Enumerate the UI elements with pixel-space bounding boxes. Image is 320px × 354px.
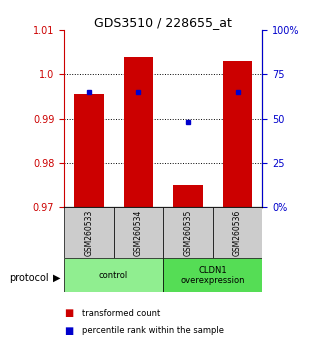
Bar — [223, 61, 252, 207]
Bar — [124, 57, 153, 207]
Text: ■: ■ — [64, 308, 73, 318]
Title: GDS3510 / 228655_at: GDS3510 / 228655_at — [94, 16, 232, 29]
Text: GSM260535: GSM260535 — [183, 210, 193, 256]
Bar — [163, 258, 262, 292]
Bar — [213, 207, 262, 258]
Text: CLDN1
overexpression: CLDN1 overexpression — [180, 266, 245, 285]
Bar — [64, 207, 114, 258]
Text: GSM260533: GSM260533 — [84, 210, 93, 256]
Bar — [64, 258, 163, 292]
Bar — [163, 207, 213, 258]
Text: percentile rank within the sample: percentile rank within the sample — [82, 326, 224, 336]
Text: ▶: ▶ — [53, 273, 60, 283]
Bar — [114, 207, 163, 258]
Bar — [74, 94, 104, 207]
Text: GSM260534: GSM260534 — [134, 210, 143, 256]
Text: ■: ■ — [64, 326, 73, 336]
Text: control: control — [99, 271, 128, 280]
Bar — [173, 185, 203, 207]
Text: protocol: protocol — [10, 273, 49, 283]
Text: GSM260536: GSM260536 — [233, 210, 242, 256]
Text: transformed count: transformed count — [82, 309, 160, 318]
